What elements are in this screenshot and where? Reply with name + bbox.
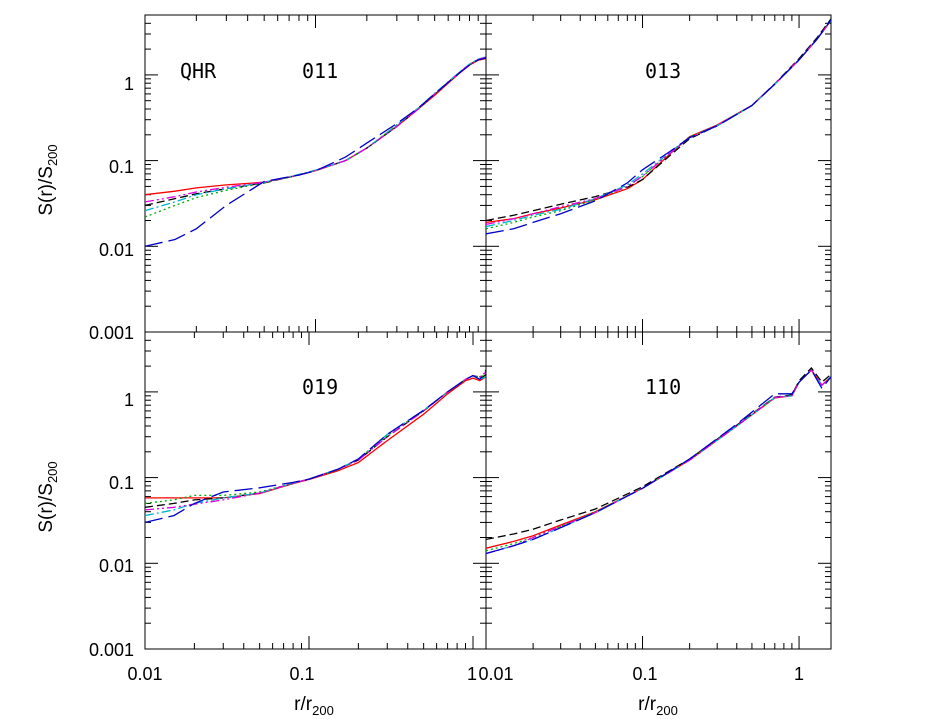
labels-layer: QHR 011 013 019 110 1 0.1 0.01 0.001 1 0… bbox=[36, 59, 804, 718]
series-line-dash-long bbox=[486, 368, 831, 555]
series-line-dotted bbox=[145, 56, 486, 218]
xtick-label-left-0.01: 0.01 bbox=[127, 664, 162, 684]
panel-title-013: 013 bbox=[645, 59, 681, 83]
series-line-dash-short bbox=[486, 366, 831, 541]
ytick-label-bottom-0.01: 0.01 bbox=[99, 556, 134, 576]
xtick-label-right-0.01: 0.01 bbox=[478, 664, 513, 684]
series-line-solid bbox=[145, 376, 486, 499]
x-axis-label-right: r/r200 bbox=[638, 694, 678, 718]
series-line-dotted bbox=[486, 20, 831, 230]
x-axis-label-left: r/r200 bbox=[294, 694, 334, 718]
figure-label: QHR bbox=[180, 59, 217, 83]
y-axis-label-bottom: S(r)/S200 bbox=[36, 461, 60, 532]
ytick-label-bottom-1: 1 bbox=[124, 390, 134, 410]
series-line-dash-dot-dot bbox=[145, 56, 486, 203]
ytick-label-top-0.01: 0.01 bbox=[99, 240, 134, 260]
panel-title-110: 110 bbox=[645, 375, 681, 399]
series-line-dash-long bbox=[145, 57, 486, 247]
xtick-label-left-0.1: 0.1 bbox=[289, 664, 314, 684]
ytick-label-top-1: 1 bbox=[124, 74, 134, 94]
y-axis-label-top: S(r)/S200 bbox=[36, 144, 60, 215]
xtick-label-left-1: 1 bbox=[467, 664, 477, 684]
panel-110 bbox=[485, 331, 832, 650]
series-line-solid bbox=[486, 20, 831, 224]
xtick-label-right-1: 1 bbox=[794, 664, 804, 684]
ytick-label-bottom-0.001: 0.001 bbox=[89, 640, 134, 660]
series-line-dash-dot bbox=[486, 20, 831, 228]
series-line-dash-long bbox=[145, 369, 486, 524]
ytick-label-top-0.1: 0.1 bbox=[109, 157, 134, 177]
panel-title-019: 019 bbox=[302, 375, 338, 399]
ytick-label-bottom-0.1: 0.1 bbox=[109, 473, 134, 493]
series-line-dash-dot-dot bbox=[486, 20, 831, 226]
panel-title-011: 011 bbox=[302, 59, 338, 83]
ytick-label-top-0.001: 0.001 bbox=[89, 323, 134, 343]
series-line-dash-long bbox=[486, 19, 831, 235]
panels-layer bbox=[144, 14, 832, 650]
series-line-dash-short bbox=[486, 18, 831, 222]
xtick-label-right-0.1: 0.1 bbox=[632, 664, 657, 684]
